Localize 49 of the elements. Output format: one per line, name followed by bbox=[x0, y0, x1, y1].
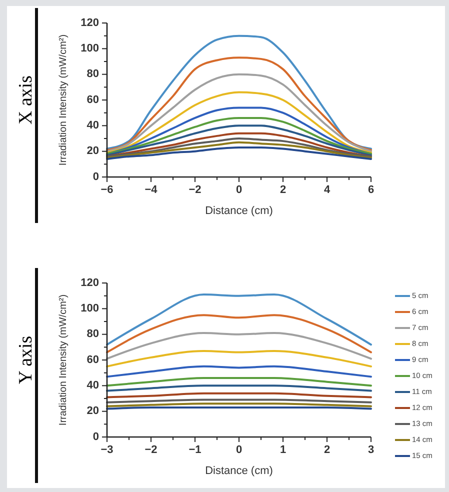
y-tick-label: 20 bbox=[86, 145, 99, 158]
x-tick-label: 1 bbox=[280, 444, 286, 456]
x-tick-label: 2 bbox=[280, 184, 286, 196]
line-series bbox=[106, 124, 372, 156]
y-tick-label: 80 bbox=[86, 328, 99, 340]
line-series bbox=[106, 138, 372, 158]
line-series bbox=[106, 132, 372, 158]
y-tick-label: 40 bbox=[86, 380, 99, 392]
y-tick-label: 100 bbox=[80, 42, 99, 55]
line-series bbox=[106, 56, 372, 152]
y-tick-label: 20 bbox=[86, 405, 99, 418]
x-tick-label: −1 bbox=[188, 444, 202, 456]
x-tick-label: −3 bbox=[100, 444, 114, 456]
y-tick-label: 40 bbox=[86, 120, 99, 132]
x-axis-title: Distance (cm) bbox=[205, 205, 273, 217]
y-tick-label: 60 bbox=[86, 354, 99, 366]
y-tick-label: 80 bbox=[86, 68, 99, 80]
line-series bbox=[106, 146, 372, 160]
line-series bbox=[106, 314, 372, 354]
y-axis-title: Irradiation Intensity (mW/cm²) bbox=[58, 294, 69, 426]
x-tick-label: −6 bbox=[100, 184, 114, 196]
y-axis-title: Irradiation Intensity (mW/cm²) bbox=[58, 34, 69, 166]
x-tick-label: −4 bbox=[144, 184, 158, 196]
x-tick-label: 6 bbox=[368, 184, 374, 196]
y-tick-label: 120 bbox=[80, 276, 99, 289]
y-tick-label: 120 bbox=[80, 16, 99, 29]
x-tick-label: 3 bbox=[368, 444, 374, 456]
line-series bbox=[106, 91, 372, 154]
x-axis-title: Distance (cm) bbox=[205, 465, 273, 477]
y-tick-label: 0 bbox=[92, 170, 99, 183]
line-series bbox=[106, 365, 372, 378]
y-tick-label: 100 bbox=[80, 302, 99, 315]
x-tick-label: 0 bbox=[236, 184, 242, 196]
y-tick-label: 0 bbox=[92, 430, 99, 443]
line-series bbox=[106, 34, 372, 150]
x-tick-label: 4 bbox=[324, 184, 331, 196]
line-series bbox=[106, 294, 372, 346]
y-tick-label: 60 bbox=[86, 94, 99, 106]
x-tick-label: 2 bbox=[324, 444, 330, 456]
x-tick-label: 0 bbox=[236, 444, 242, 456]
x-tick-label: −2 bbox=[144, 444, 158, 456]
line-series bbox=[106, 141, 372, 159]
text: X axis bbox=[15, 75, 36, 125]
line-series bbox=[106, 350, 372, 368]
line-series bbox=[106, 73, 372, 152]
text: Y axis bbox=[15, 336, 36, 384]
x-tick-label: −2 bbox=[188, 184, 202, 196]
line-series bbox=[106, 332, 372, 360]
line-series bbox=[106, 116, 372, 155]
